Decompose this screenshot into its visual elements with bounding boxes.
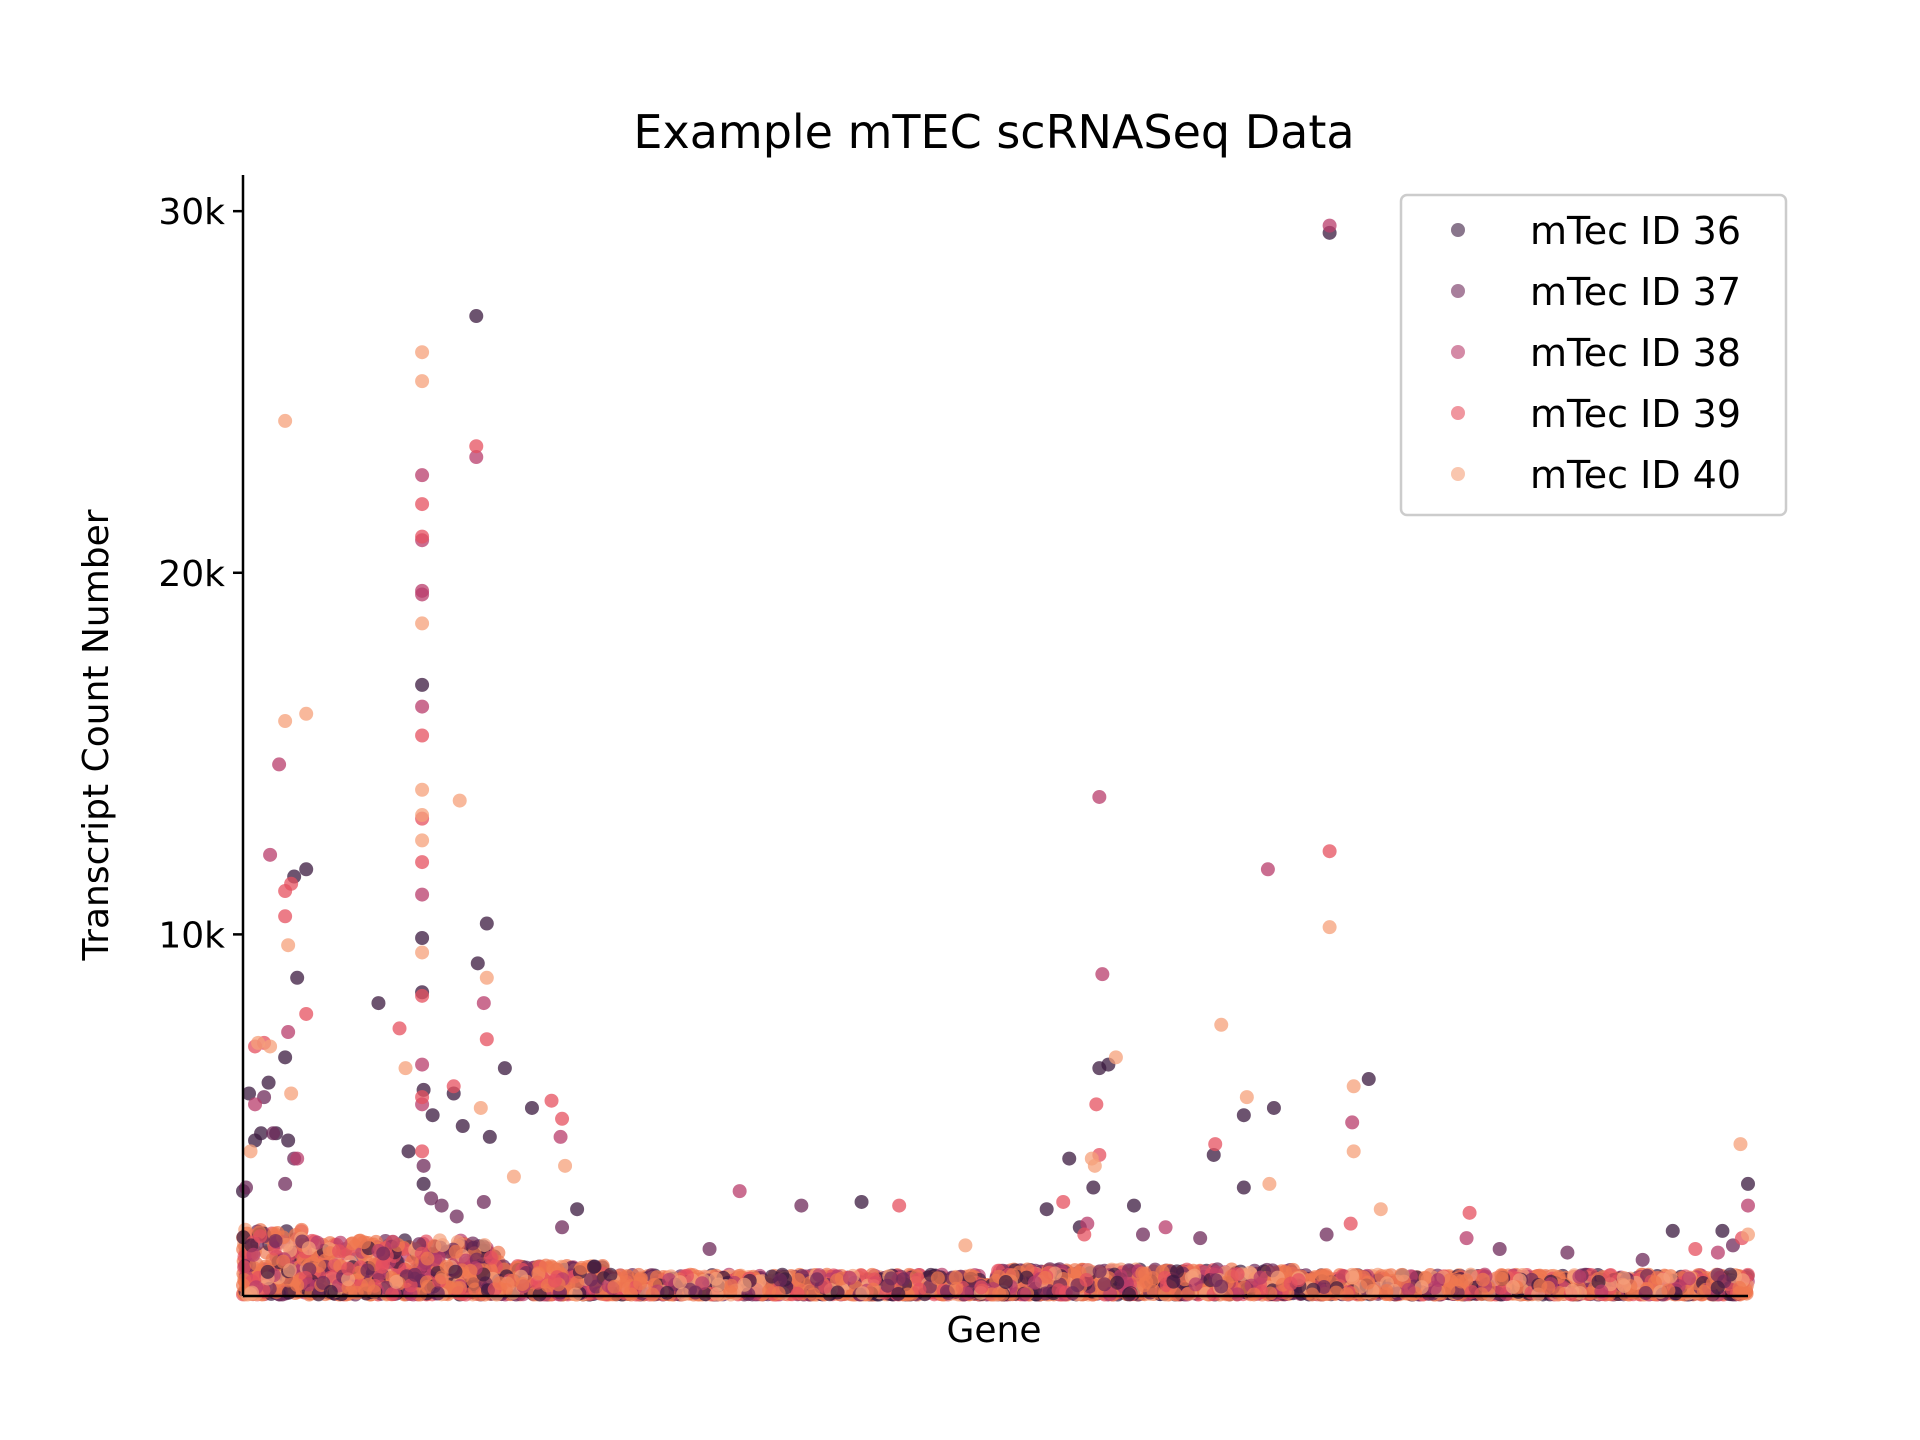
baseline-point <box>724 1278 739 1293</box>
baseline-point <box>435 1238 450 1253</box>
baseline-point <box>385 1287 400 1302</box>
baseline-point <box>584 1272 599 1287</box>
baseline-point <box>1315 1268 1330 1283</box>
baseline-point <box>1379 1284 1394 1299</box>
baseline-point <box>930 1271 945 1286</box>
baseline-point <box>301 1277 316 1292</box>
baseline-point <box>1316 1280 1331 1295</box>
dense-baseline-points <box>236 1222 1755 1302</box>
baseline-point <box>290 1278 305 1293</box>
baseline-point <box>345 1236 360 1251</box>
baseline-point <box>1110 1275 1125 1290</box>
baseline-point <box>1441 1282 1456 1297</box>
baseline-point <box>867 1272 882 1287</box>
baseline-point <box>1360 1275 1375 1290</box>
baseline-point <box>356 1235 371 1250</box>
chart-title: Example mTEC scRNASeq Data <box>633 105 1354 159</box>
baseline-point <box>301 1241 316 1256</box>
baseline-point <box>477 1238 492 1253</box>
baseline-point <box>1136 1278 1151 1293</box>
baseline-point <box>532 1287 547 1302</box>
baseline-point <box>912 1282 927 1297</box>
baseline-point <box>465 1236 480 1251</box>
baseline-point <box>1230 1267 1245 1282</box>
baseline-point <box>1092 1264 1107 1279</box>
baseline-point <box>253 1229 268 1244</box>
baseline-point <box>1097 1277 1112 1292</box>
baseline-point <box>448 1244 463 1259</box>
baseline-point <box>963 1268 978 1283</box>
baseline-point <box>282 1263 297 1278</box>
baseline-point <box>389 1274 404 1289</box>
